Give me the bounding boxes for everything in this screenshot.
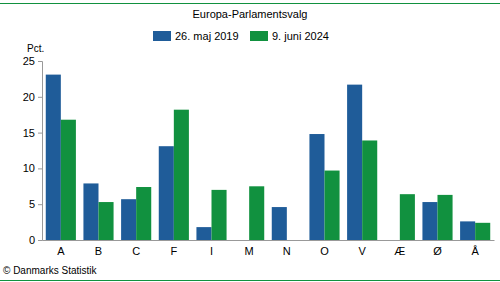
bar [61, 120, 76, 240]
x-tick-label: I [210, 245, 213, 257]
y-tick-mark [38, 97, 42, 98]
x-tick: C [132, 240, 140, 257]
legend: 26. maj 2019 9. juni 2024 [153, 30, 329, 42]
x-axis-line [43, 240, 495, 241]
y-tick: 20 [23, 91, 42, 103]
y-tick: 25 [23, 55, 42, 67]
legend-item: 9. juni 2024 [250, 30, 329, 42]
y-tick: 0 [29, 234, 42, 246]
y-tick-label: 20 [23, 91, 35, 103]
y-tick-label: 0 [29, 234, 35, 246]
bar [83, 183, 98, 240]
x-tick-label: N [283, 245, 291, 257]
bar [212, 190, 227, 240]
source: © Danmarks Statistik [3, 265, 98, 276]
x-tick: Å [471, 240, 479, 257]
bar [121, 199, 136, 240]
x-tick: F [170, 240, 177, 257]
bar [460, 221, 475, 240]
chart: Europa-Parlamentsvalg 26. maj 2019 9. juni… [0, 0, 500, 282]
x-tick: O [320, 240, 329, 257]
bar [46, 75, 61, 240]
x-tick-label: A [57, 245, 65, 257]
x-tick-label: V [358, 245, 366, 257]
y-tick: 10 [23, 162, 42, 174]
x-tick: Ø [433, 240, 442, 257]
bar [196, 227, 211, 240]
x-tick-label: O [320, 245, 329, 257]
x-tick-label: F [170, 245, 177, 257]
bar [249, 186, 264, 240]
x-tick: I [210, 240, 213, 257]
legend-swatch [153, 31, 171, 41]
legend-label: 9. juni 2024 [272, 30, 329, 42]
bar [136, 187, 151, 240]
y-tick-mark [38, 204, 42, 205]
bar [272, 207, 287, 240]
bar [309, 134, 324, 240]
bar [99, 202, 114, 240]
y-tick-mark [38, 133, 42, 134]
top-rule [0, 3, 500, 4]
y-axis-line [38, 62, 43, 241]
y-axis: 0 5 10 15 20 25 [23, 55, 43, 246]
y-tick-label: 15 [23, 127, 35, 139]
y-axis-title: Pct. [27, 43, 44, 54]
y-tick-label: 25 [23, 55, 35, 67]
bottom-rule [0, 280, 500, 281]
x-tick: B [95, 240, 102, 257]
y-tick-mark [38, 240, 42, 241]
x-tick-label: Æ [394, 245, 405, 257]
bar [475, 223, 490, 240]
y-tick-mark [38, 168, 42, 169]
title: Europa-Parlamentsvalg [193, 8, 308, 20]
x-tick-label: Ø [433, 245, 442, 257]
legend-item: 26. maj 2019 [153, 30, 239, 42]
y-tick: 15 [23, 127, 42, 139]
x-tick-label: M [245, 245, 254, 257]
bar [362, 140, 377, 240]
x-tick: A [57, 240, 65, 257]
x-axis: ABCFIMNOVÆØÅ [43, 240, 495, 257]
bar [438, 195, 453, 240]
x-tick: N [283, 240, 291, 257]
x-tick: Æ [394, 240, 405, 257]
bar [325, 171, 340, 240]
y-tick: 5 [29, 198, 42, 210]
y-tick-label: 5 [29, 198, 35, 210]
bar [159, 146, 174, 240]
bar [174, 110, 189, 240]
legend-label: 26. maj 2019 [175, 30, 239, 42]
legend-swatch [250, 31, 268, 41]
bar [422, 202, 437, 240]
x-tick-label: B [95, 245, 102, 257]
bars [46, 75, 490, 240]
bar [400, 194, 415, 240]
x-tick: M [245, 240, 254, 257]
x-tick-label: Å [471, 245, 479, 257]
x-tick-label: C [132, 245, 140, 257]
bar [347, 85, 362, 240]
x-tick: V [358, 240, 366, 257]
y-tick-mark [38, 61, 42, 62]
y-tick-label: 10 [23, 162, 35, 174]
